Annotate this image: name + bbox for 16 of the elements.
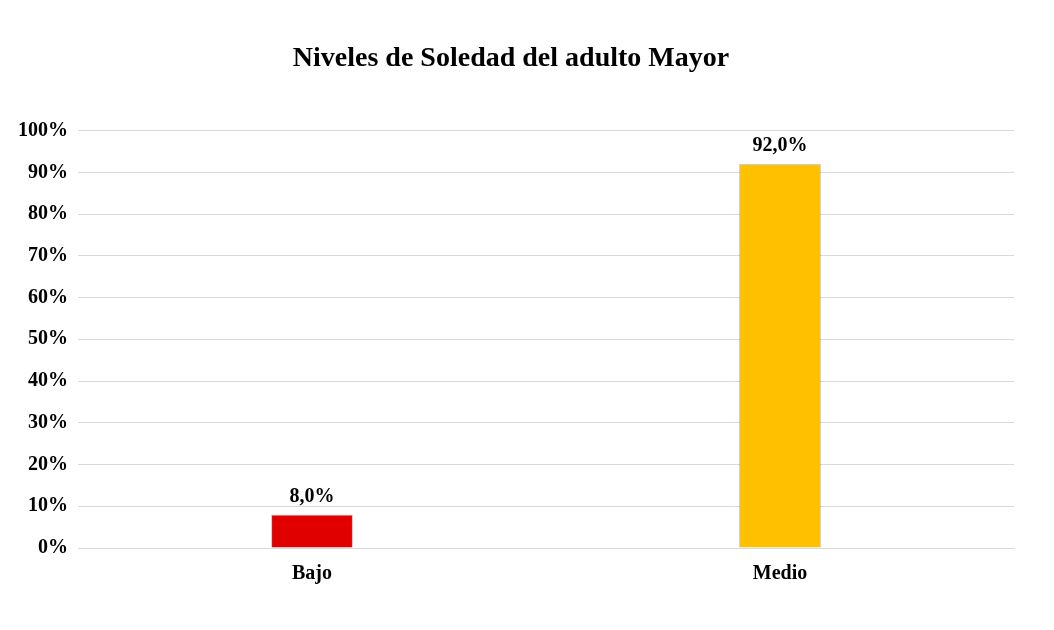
y-tick-label: 40%	[28, 368, 68, 391]
y-tick-label: 20%	[28, 451, 68, 474]
y-tick-label: 70%	[28, 242, 68, 265]
y-tick-label: 60%	[28, 284, 68, 307]
y-tick-label: 80%	[28, 201, 68, 224]
x-tick-label: Bajo	[292, 561, 332, 585]
y-tick-label: 90%	[28, 159, 68, 182]
y-tick-label: 0%	[38, 535, 68, 558]
y-tick-label: 50%	[28, 326, 68, 349]
x-tick-label: Medio	[752, 561, 808, 584]
y-tick-label: 30%	[28, 409, 68, 432]
chart-title: Niveles de Soledad del adulto Mayor	[292, 41, 730, 73]
y-tick-label: 100%	[18, 117, 68, 140]
y-tick-label: 10%	[28, 493, 68, 516]
data-label: 8,0%	[289, 483, 335, 506]
data-label: 92,0%	[752, 133, 808, 156]
